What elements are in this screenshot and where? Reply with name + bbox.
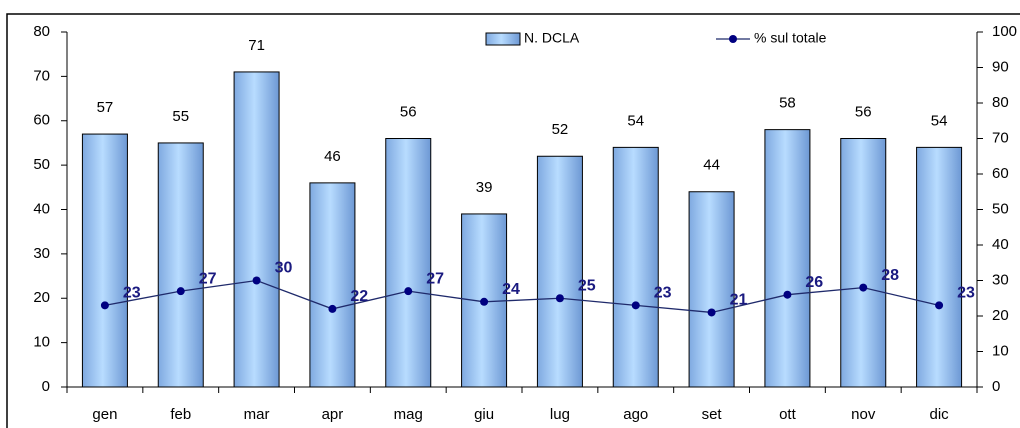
- bar: [385, 138, 432, 388]
- line-marker: [404, 287, 413, 296]
- x-tick-label: ago: [623, 406, 648, 423]
- y-tick-label: 80: [33, 23, 50, 40]
- bar: [157, 142, 204, 388]
- y2-tick-label: 80: [992, 94, 1009, 111]
- line: [104, 279, 940, 314]
- line-value-label: 23: [123, 285, 141, 302]
- y2-tick-label: 100: [992, 23, 1017, 40]
- bar-value-label: 55: [172, 108, 189, 125]
- line-value-label: 21: [730, 292, 748, 309]
- y-tick-label: 20: [33, 289, 50, 306]
- bar: [916, 146, 963, 388]
- legend-label: N. DCLA: [524, 30, 580, 46]
- line-marker: [555, 294, 564, 303]
- y-tick-label: 0: [42, 378, 50, 395]
- y-tick-label: 10: [33, 334, 50, 351]
- line-value-label: 30: [275, 260, 293, 277]
- bar-value-label: 57: [97, 99, 114, 116]
- bar-value-label: 54: [627, 112, 644, 129]
- line-value-label: 23: [654, 285, 672, 302]
- bar-value-label: 46: [324, 148, 341, 165]
- bar-value-label: 56: [400, 103, 417, 120]
- y2-tick-label: 10: [992, 342, 1009, 359]
- line-value-label: 25: [578, 277, 596, 294]
- y2-tick-label: 50: [992, 200, 1009, 217]
- x-tick-label: dic: [929, 406, 949, 423]
- x-tick-label: mar: [244, 406, 270, 423]
- line-marker: [328, 304, 337, 313]
- legend-marker: [729, 35, 737, 43]
- line-marker: [176, 287, 185, 296]
- bar-value-label: 58: [779, 95, 796, 112]
- y2-tick-label: 60: [992, 165, 1009, 182]
- legend-swatch: [485, 32, 521, 46]
- y-tick-label: 70: [33, 67, 50, 84]
- x-tick-label: mag: [394, 406, 423, 423]
- bar-value-label: 71: [248, 37, 265, 54]
- line-marker: [707, 308, 716, 317]
- x-tick-label: ott: [779, 406, 797, 423]
- bar-value-label: 56: [855, 103, 872, 120]
- y-tick-label: 30: [33, 245, 50, 262]
- bar: [233, 71, 280, 388]
- line-value-label: 27: [199, 270, 217, 287]
- line-value-label: 24: [502, 281, 520, 298]
- bar: [81, 133, 128, 388]
- y2-tick-label: 20: [992, 307, 1009, 324]
- bar-value-label: 39: [476, 179, 493, 196]
- line-marker: [783, 290, 792, 299]
- line-marker: [100, 301, 109, 310]
- line-value-label: 22: [350, 288, 368, 305]
- line-value-label: 28: [881, 267, 899, 284]
- bar: [764, 129, 811, 388]
- bar-value-label: 44: [703, 157, 720, 174]
- line-value-label: 23: [957, 285, 975, 302]
- bar: [688, 191, 735, 388]
- line-marker: [631, 301, 640, 310]
- line-marker: [859, 283, 868, 292]
- y2-tick-label: 0: [992, 378, 1000, 395]
- y-tick-label: 50: [33, 156, 50, 173]
- y2-tick-label: 70: [992, 129, 1009, 146]
- line-value-label: 26: [805, 274, 823, 291]
- x-tick-label: nov: [851, 406, 876, 423]
- x-tick-label: feb: [170, 406, 191, 423]
- line-marker: [252, 276, 261, 285]
- line-marker: [935, 301, 944, 310]
- y-tick-label: 60: [33, 112, 50, 129]
- line-value-label: 27: [426, 270, 444, 287]
- bar-value-label: 52: [552, 121, 569, 138]
- legend-label: % sul totale: [754, 30, 827, 46]
- x-tick-label: gen: [92, 406, 117, 423]
- bar: [309, 182, 356, 388]
- bar-value-label: 54: [931, 112, 948, 129]
- bar: [536, 155, 583, 388]
- x-tick-label: giu: [474, 406, 494, 423]
- y2-tick-label: 40: [992, 236, 1009, 253]
- bar: [612, 146, 659, 388]
- x-tick-label: set: [702, 406, 723, 423]
- x-tick-label: apr: [322, 406, 344, 423]
- y2-tick-label: 30: [992, 271, 1009, 288]
- bar: [840, 138, 887, 388]
- x-tick-label: lug: [550, 406, 570, 423]
- line-marker: [480, 297, 489, 306]
- y-tick-label: 40: [33, 200, 50, 217]
- y2-tick-label: 90: [992, 58, 1009, 75]
